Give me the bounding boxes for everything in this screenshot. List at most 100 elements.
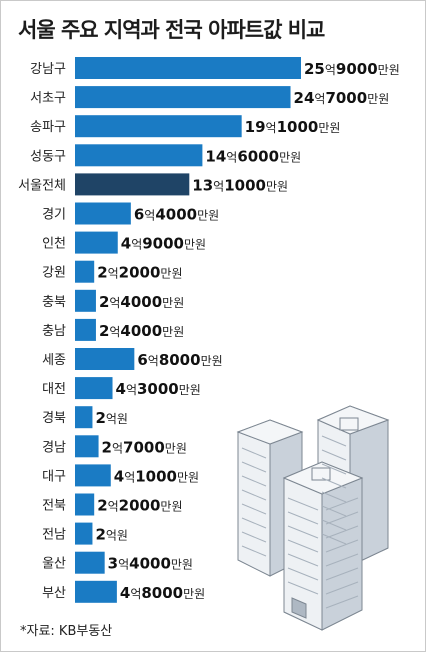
value-number: 2000 — [119, 497, 161, 515]
value-label: 19억1000만원 — [245, 118, 341, 136]
value-label: 14억6000만원 — [205, 147, 301, 165]
category-label: 전북 — [42, 499, 66, 514]
value-unit: 억 — [109, 296, 120, 310]
value-number: 19 — [245, 118, 266, 136]
category-label: 강남구 — [30, 62, 66, 77]
value-label: 2억2000만원 — [97, 497, 182, 515]
bar-부산 — [75, 580, 117, 603]
value-unit: 만원 — [378, 63, 400, 77]
bar-강원 — [75, 260, 95, 283]
value-number: 6000 — [237, 147, 279, 165]
value-label: 2억7000만원 — [102, 438, 187, 456]
category-label: 송파구 — [30, 120, 66, 135]
value-unit: 만원 — [279, 150, 301, 164]
value-number: 4 — [114, 467, 124, 485]
bar-인천 — [75, 231, 118, 254]
bar-울산 — [75, 551, 105, 574]
bar-서울전체 — [75, 173, 190, 196]
value-number: 4000 — [120, 322, 162, 340]
value-unit: 만원 — [183, 587, 205, 601]
value-unit: 억 — [118, 558, 129, 572]
value-number: 2 — [102, 438, 112, 456]
value-label: 4억9000만원 — [121, 235, 206, 253]
value-unit: 만원 — [171, 558, 193, 572]
value-unit: 만원 — [184, 238, 206, 252]
bar-대구 — [75, 464, 111, 487]
value-unit: 억 — [112, 441, 123, 455]
value-label: 13억1000만원 — [192, 176, 288, 194]
category-label: 충남 — [42, 324, 66, 339]
category-label: 인천 — [42, 237, 66, 252]
value-unit: 만원 — [266, 179, 288, 193]
value-unit: 만원 — [179, 383, 201, 397]
value-unit: 만원 — [177, 470, 199, 484]
value-unit: 만원 — [162, 325, 184, 339]
value-unit: 억원 — [106, 412, 128, 426]
value-label: 2억원 — [95, 409, 128, 427]
value-number: 13 — [192, 176, 213, 194]
value-number: 9000 — [142, 235, 184, 253]
category-label: 대구 — [42, 469, 66, 484]
value-label: 2억2000만원 — [97, 264, 182, 282]
value-label: 3억4000만원 — [108, 555, 193, 573]
value-unit: 만원 — [367, 92, 389, 106]
bar-경북 — [75, 406, 93, 429]
category-label: 경남 — [42, 440, 66, 455]
category-label: 충북 — [42, 295, 66, 310]
value-label: 24억7000만원 — [294, 89, 390, 107]
value-label: 6억8000만원 — [137, 351, 222, 369]
value-number: 3000 — [137, 380, 179, 398]
value-unit: 억 — [126, 383, 137, 397]
category-label: 서울전체 — [18, 178, 66, 193]
category-label: 경북 — [42, 411, 66, 426]
value-unit: 억 — [325, 63, 336, 77]
category-label: 전남 — [42, 528, 66, 543]
value-label: 2억4000만원 — [99, 293, 184, 311]
value-unit: 억 — [130, 587, 141, 601]
bar-충북 — [75, 289, 96, 312]
value-unit: 억 — [213, 179, 224, 193]
value-number: 2 — [95, 409, 105, 427]
value-unit: 만원 — [160, 267, 182, 281]
category-label: 성동구 — [30, 149, 66, 164]
value-unit: 만원 — [197, 209, 219, 223]
value-unit: 억 — [266, 121, 277, 135]
value-number: 2 — [99, 293, 109, 311]
value-label: 4억3000만원 — [116, 380, 201, 398]
value-label: 2억4000만원 — [99, 322, 184, 340]
value-number: 1000 — [277, 118, 319, 136]
value-label: 6억4000만원 — [134, 206, 219, 224]
bar-충남 — [75, 318, 96, 341]
value-unit: 억원 — [106, 529, 128, 543]
value-number: 4 — [121, 235, 131, 253]
value-label: 2억원 — [95, 526, 128, 544]
value-number: 4 — [120, 584, 130, 602]
value-unit: 억 — [124, 470, 135, 484]
category-label: 대전 — [42, 382, 66, 397]
value-number: 7000 — [325, 89, 367, 107]
value-number: 25 — [304, 60, 325, 78]
value-label: 4억8000만원 — [120, 584, 205, 602]
value-number: 2 — [97, 264, 107, 282]
bar-세종 — [75, 348, 135, 370]
value-number: 2000 — [119, 264, 161, 282]
value-number: 2 — [99, 322, 109, 340]
value-unit: 만원 — [318, 121, 340, 135]
bar-서초구 — [75, 86, 291, 109]
value-unit: 억 — [226, 150, 237, 164]
value-unit: 억 — [314, 92, 325, 106]
bar-강남구 — [75, 57, 301, 79]
value-unit: 억 — [108, 500, 119, 514]
value-number: 9000 — [336, 60, 378, 78]
chart-title: 서울 주요 지역과 전국 아파트값 비교 — [18, 18, 325, 42]
value-number: 6 — [137, 351, 147, 369]
value-unit: 억 — [131, 238, 142, 252]
value-unit: 억 — [148, 354, 159, 368]
value-number: 3 — [108, 555, 118, 573]
value-unit: 억 — [144, 209, 155, 223]
category-label: 강원 — [42, 266, 66, 281]
bar-전남 — [75, 522, 93, 545]
value-number: 14 — [205, 147, 226, 165]
